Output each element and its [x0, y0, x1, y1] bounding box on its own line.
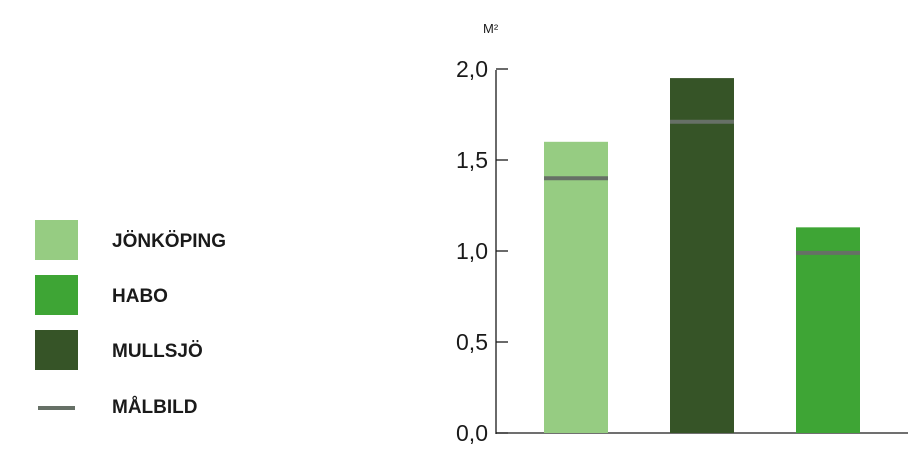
y-axis-ticks: 0,0 0,5 1,0 1,5 2,0 — [456, 56, 508, 446]
y-tick-label: 0,5 — [456, 329, 488, 355]
legend-label: JÖNKÖPING — [112, 231, 226, 252]
bars — [544, 78, 860, 434]
bar-jönköping — [544, 141, 608, 434]
bar-habo — [796, 227, 860, 433]
legend-swatch — [35, 275, 78, 315]
y-tick-label: 2,0 — [456, 56, 488, 82]
legend-swatch — [35, 330, 78, 370]
legend: JÖNKÖPING HABO MULLSJÖ MÅLBILD — [35, 220, 226, 418]
bar-mullsjö — [670, 78, 734, 433]
legend-label: MULLSJÖ — [112, 341, 203, 362]
y-axis-unit-label: M² — [483, 21, 499, 36]
legend-swatch — [35, 220, 78, 260]
legend-label: HABO — [112, 286, 168, 307]
y-tick-label: 1,5 — [456, 147, 488, 173]
legend-label: MÅLBILD — [112, 397, 197, 418]
y-tick-label: 0,0 — [456, 420, 488, 446]
y-tick-label: 1,0 — [456, 238, 488, 264]
